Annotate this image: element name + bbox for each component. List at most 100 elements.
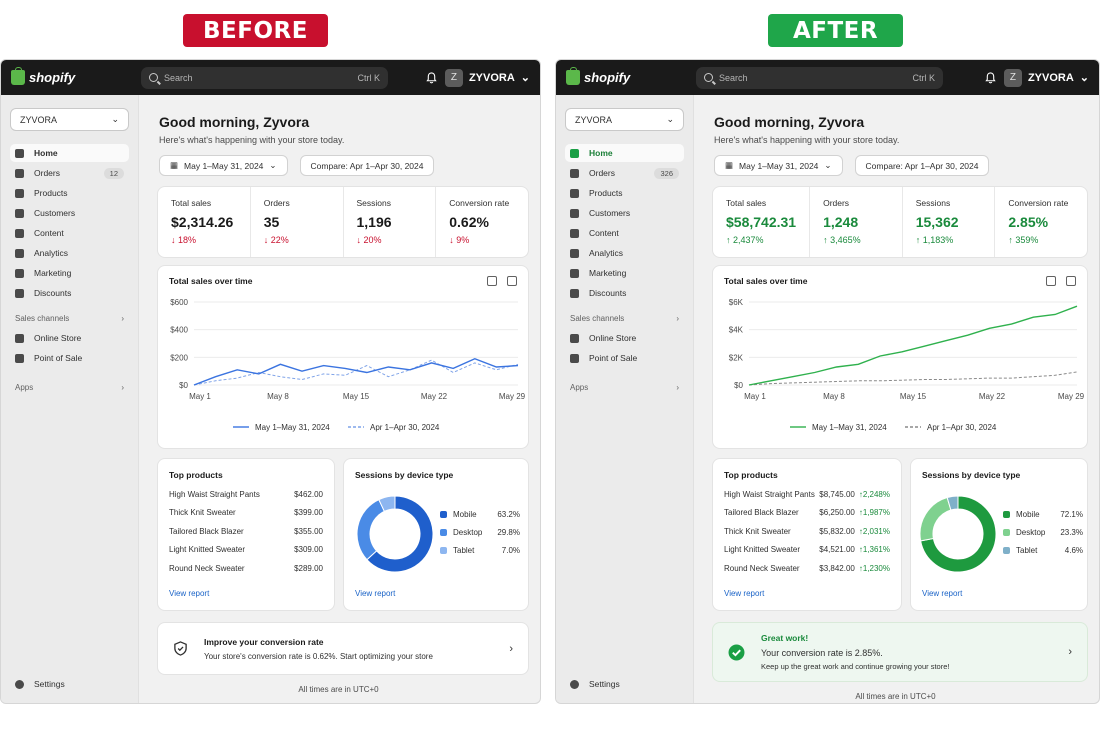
settings-button[interactable]: Settings — [15, 679, 65, 689]
settings-button[interactable]: Settings — [570, 679, 620, 689]
top-bar: shopify Search Ctrl K Z ZYVORA ⌄ — [1, 60, 540, 95]
sidebar-item-marketing[interactable]: Marketing — [10, 264, 129, 282]
sidebar-item-content[interactable]: Content — [10, 224, 129, 242]
clipboard-icon[interactable] — [1066, 276, 1076, 286]
expand-icon[interactable] — [1046, 276, 1056, 286]
arrow-up-icon: ↑ — [1008, 235, 1013, 245]
arrow-down-icon: ↓ — [171, 235, 176, 245]
view-report-link[interactable]: View report — [355, 589, 396, 598]
sidebar-item-content[interactable]: Content — [565, 224, 684, 242]
content-icon — [15, 228, 24, 238]
store-selector[interactable]: ZYVORA ⌄ — [565, 108, 684, 131]
product-row[interactable]: Tailored Black Blazer $6,250.00 ↑1,987% — [724, 508, 890, 517]
sidebar-item-online-store[interactable]: Online Store — [565, 329, 684, 347]
conversion-banner[interactable]: Improve your conversion rate Your store's… — [158, 623, 528, 674]
sidebar-item-customers[interactable]: Customers — [10, 204, 129, 222]
metric-tile[interactable]: Total sales $58,742.31 ↑ 2,437% — [713, 187, 811, 257]
clipboard-icon[interactable] — [507, 276, 517, 286]
search-input[interactable]: Search Ctrl K — [696, 66, 943, 89]
metric-tile[interactable]: Orders 1,248 ↑ 3,465% — [810, 187, 903, 257]
banner-subtext: Keep up the great work and continue grow… — [761, 662, 950, 671]
view-report-link[interactable]: View report — [724, 589, 765, 598]
metric-tile[interactable]: Conversion rate 2.85% ↑ 359% — [995, 187, 1087, 257]
product-row[interactable]: Light Knitted Sweater $4,521.00 ↑1,361% — [724, 545, 890, 554]
sales-channels-section[interactable]: Sales channels › — [15, 314, 124, 323]
shopify-logo[interactable]: shopify — [566, 67, 696, 85]
metric-value: 1,196 — [356, 214, 392, 230]
date-range-picker[interactable]: ▦ May 1–May 31, 2024 ⌄ — [159, 155, 288, 176]
sales-channels-section[interactable]: Sales channels › — [570, 314, 679, 323]
product-row[interactable]: Round Neck Sweater $289.00 — [169, 564, 323, 573]
sidebar-item-point-of-sale[interactable]: Point of Sale — [10, 349, 129, 367]
legend-label: May 1–May 31, 2024 — [812, 423, 887, 432]
sidebar-item-customers[interactable]: Customers — [565, 204, 684, 222]
sidebar-item-products[interactable]: Products — [10, 184, 129, 202]
view-report-link[interactable]: View report — [169, 589, 210, 598]
metric-tile[interactable]: Orders 35 ↓ 22% — [251, 187, 344, 257]
y-tick-label: $0 — [179, 381, 188, 390]
sidebar-item-orders[interactable]: Orders 12 — [10, 164, 129, 182]
store-selector[interactable]: ZYVORA ⌄ — [10, 108, 129, 131]
metric-tile[interactable]: Sessions 15,362 ↑ 1,183% — [903, 187, 996, 257]
sidebar-item-analytics[interactable]: Analytics — [10, 244, 129, 262]
shopify-logo[interactable]: shopify — [11, 67, 141, 85]
apps-section[interactable]: Apps › — [570, 383, 679, 392]
bell-icon[interactable] — [985, 71, 996, 84]
x-tick-label: May 22 — [421, 392, 448, 401]
sidebar-item-orders[interactable]: Orders 326 — [565, 164, 684, 182]
metric-label: Sessions — [915, 198, 951, 208]
chevron-right-icon: › — [676, 383, 679, 392]
legend-swatch — [440, 511, 447, 518]
donut-slice-desktop — [919, 496, 952, 542]
sidebar-item-home[interactable]: Home — [565, 144, 684, 162]
metric-tile[interactable]: Conversion rate 0.62% ↓ 9% — [436, 187, 528, 257]
date-range-picker[interactable]: ▦ May 1–May 31, 2024 ⌄ — [714, 155, 843, 176]
sidebar-item-online-store[interactable]: Online Store — [10, 329, 129, 347]
search-placeholder: Search — [164, 72, 193, 83]
sidebar-item-label: Analytics — [589, 248, 624, 258]
arrow-up-icon: ↑ — [915, 235, 921, 245]
arrow-down-icon: ↓ — [449, 235, 454, 245]
after-label: AFTER — [768, 14, 903, 47]
sidebar-item-marketing[interactable]: Marketing — [565, 264, 684, 282]
expand-icon[interactable] — [487, 276, 497, 286]
product-name: Round Neck Sweater — [724, 563, 800, 573]
metric-change: ↓ 18% — [171, 235, 237, 245]
product-row[interactable]: Thick Knit Sweater $399.00 — [169, 508, 323, 517]
search-input[interactable]: Search Ctrl K — [141, 66, 388, 89]
product-row[interactable]: High Waist Straight Pants $462.00 — [169, 490, 323, 499]
product-row[interactable]: Light Knitted Sweater $309.00 — [169, 545, 323, 554]
product-value: $399.00 — [294, 508, 323, 517]
sidebar-item-label: Marketing — [589, 268, 627, 278]
metric-tile[interactable]: Total sales $2,314.26 ↓ 18% — [158, 187, 251, 257]
great-work-banner[interactable]: Great work! Your conversion rate is 2.85%… — [713, 623, 1087, 681]
compare-picker[interactable]: Compare: Apr 1–Apr 30, 2024 — [299, 155, 435, 176]
sidebar-item-discounts[interactable]: Discounts — [10, 284, 129, 302]
metric-change-value: 359% — [1015, 235, 1039, 245]
apps-section[interactable]: Apps › — [15, 383, 124, 392]
sidebar-item-point-of-sale[interactable]: Point of Sale — [565, 349, 684, 367]
content-icon — [570, 228, 579, 238]
sidebar-item-analytics[interactable]: Analytics — [565, 244, 684, 262]
legend-swatch — [1003, 529, 1010, 536]
sidebar-item-home[interactable]: Home — [10, 144, 129, 162]
product-change: ↑1,987% — [858, 508, 890, 517]
view-report-link[interactable]: View report — [922, 589, 963, 598]
product-row[interactable]: High Waist Straight Pants $8,745.00 ↑2,248… — [724, 490, 890, 499]
sidebar-item-label: Customers — [589, 208, 631, 218]
product-row[interactable]: Round Neck Sweater $3,842.00 ↑1,230% — [724, 564, 890, 573]
sidebar-item-label: Point of Sale — [34, 353, 83, 363]
metric-tile[interactable]: Sessions 1,196 ↓ 20% — [344, 187, 437, 257]
sidebar-item-discounts[interactable]: Discounts — [565, 284, 684, 302]
bell-icon[interactable] — [426, 71, 437, 84]
chevron-right-icon: › — [509, 642, 513, 655]
metric-change: ↑ 359% — [1008, 235, 1074, 245]
sidebar-item-products[interactable]: Products — [565, 184, 684, 202]
product-row[interactable]: Thick Knit Sweater $5,832.00 ↑2,031% — [724, 527, 890, 536]
product-value: $3,842.00 — [819, 563, 855, 573]
product-value: $289.00 — [294, 563, 323, 573]
product-row[interactable]: Tailored Black Blazer $355.00 — [169, 527, 323, 536]
store-menu-button[interactable]: Z ZYVORA ⌄ — [1003, 68, 1089, 87]
store-menu-button[interactable]: Z ZYVORA ⌄ — [444, 68, 530, 87]
compare-picker[interactable]: Compare: Apr 1–Apr 30, 2024 — [854, 155, 990, 176]
